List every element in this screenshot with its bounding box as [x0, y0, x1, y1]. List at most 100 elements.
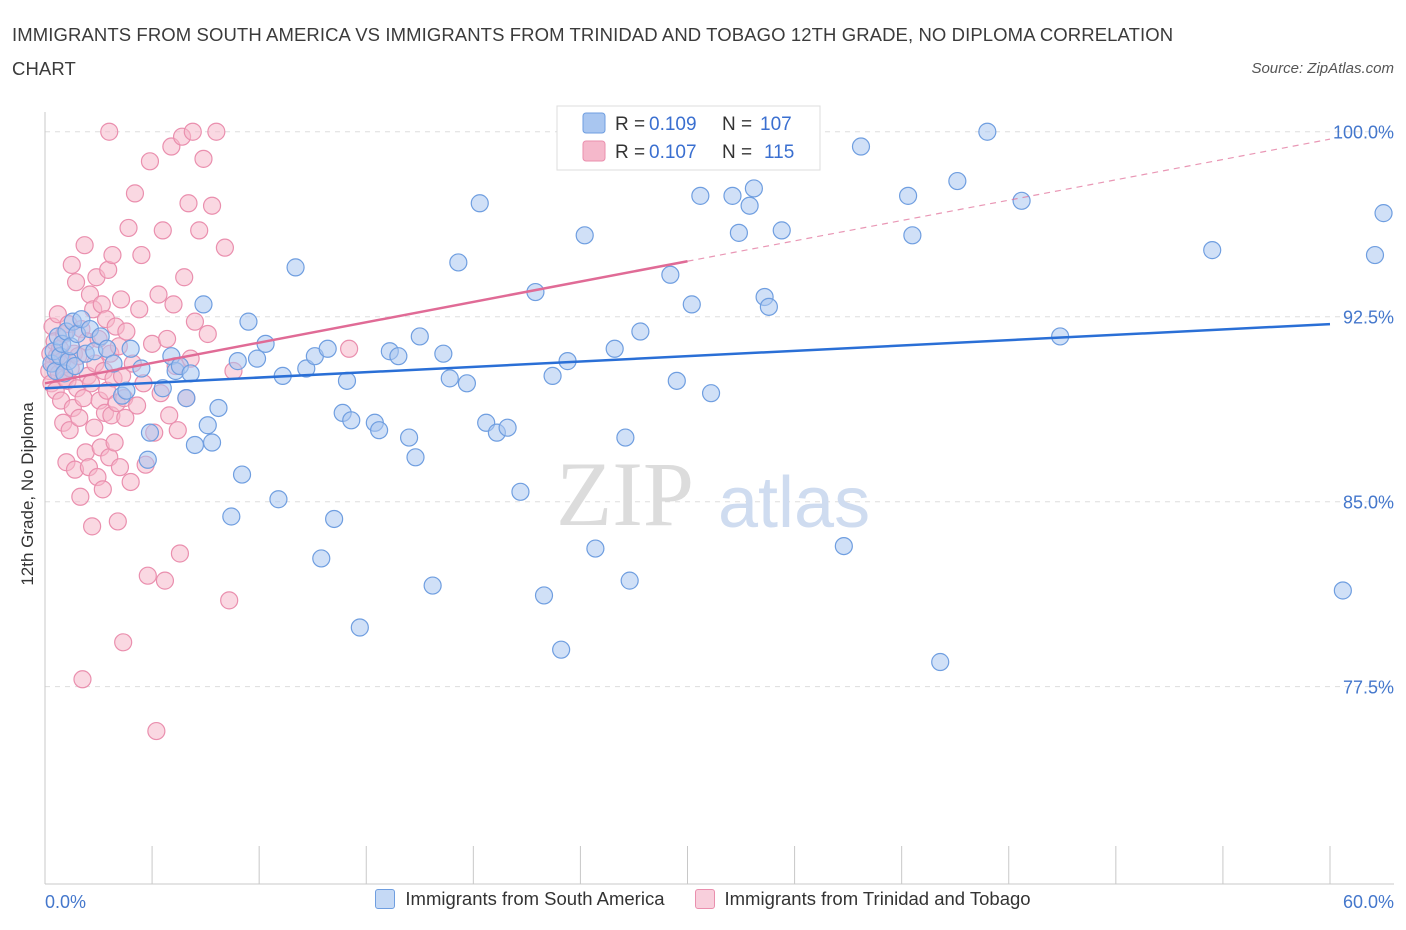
legend-item-trinidad-tobago[interactable]: Immigrants from Trinidad and Tobago [694, 888, 1031, 910]
point-south-america [389, 347, 408, 366]
point-trinidad-tobago [340, 339, 359, 358]
point-trinidad-tobago [220, 591, 239, 610]
point-south-america [198, 416, 217, 435]
point-south-america [325, 509, 344, 529]
point-trinidad-tobago [147, 721, 166, 741]
point-south-america [616, 428, 635, 447]
legend-swatch-south-america [375, 889, 396, 909]
legend-label-south-america: Immigrants from South America [405, 888, 665, 909]
point-trinidad-tobago [160, 406, 179, 425]
point-trinidad-tobago [75, 236, 94, 255]
point-south-america [440, 369, 459, 388]
point-south-america [1374, 204, 1393, 223]
point-south-america [1365, 245, 1385, 265]
point-trinidad-tobago [117, 322, 136, 341]
point-south-america [631, 322, 650, 341]
trend-line-dashed-pink [687, 138, 1331, 262]
point-south-america [851, 137, 871, 156]
point-trinidad-tobago [73, 670, 92, 689]
point-south-america [350, 618, 369, 637]
legend-n-value-1: 107 [760, 114, 792, 135]
point-south-america [978, 122, 997, 141]
point-trinidad-tobago [170, 544, 190, 563]
point-south-america [256, 334, 275, 353]
point-trinidad-tobago [71, 487, 90, 506]
point-south-america [406, 448, 425, 467]
legend-r-value-2: 0.107 [649, 142, 697, 163]
point-south-america [434, 344, 453, 363]
point-south-america [104, 354, 123, 373]
point-trinidad-tobago [130, 300, 149, 319]
point-trinidad-tobago [198, 324, 217, 344]
point-trinidad-tobago [215, 238, 234, 257]
point-trinidad-tobago [93, 480, 112, 499]
point-south-america [117, 381, 136, 400]
point-south-america [181, 364, 200, 383]
point-trinidad-tobago [168, 421, 187, 440]
point-trinidad-tobago [183, 122, 202, 141]
point-south-america [667, 371, 686, 390]
point-south-america [232, 465, 252, 484]
legend-n-label-2: N = [722, 142, 752, 163]
x-ticks [151, 846, 1331, 884]
point-trinidad-tobago [119, 218, 138, 238]
point-south-america [399, 428, 419, 447]
legend-item-south-america[interactable]: Immigrants from South America [375, 888, 665, 910]
watermark-atlas: atlas [718, 463, 870, 543]
point-trinidad-tobago [194, 149, 213, 168]
point-south-america [470, 194, 489, 213]
point-south-america [202, 433, 222, 452]
point-south-america [457, 374, 477, 393]
trend-line-blue [44, 322, 1331, 390]
stats-legend: R = 0.109 N = 107 R = 0.107 N = 115 [556, 105, 821, 171]
point-south-america [948, 171, 967, 191]
point-south-america [834, 536, 853, 556]
point-south-america [297, 359, 316, 378]
point-trinidad-tobago [111, 290, 131, 309]
point-south-america [498, 418, 517, 437]
point-trinidad-tobago [132, 245, 151, 265]
point-south-america [239, 312, 258, 331]
point-south-america [209, 398, 228, 418]
point-trinidad-tobago [138, 566, 157, 585]
point-trinidad-tobago [127, 396, 147, 415]
point-trinidad-tobago [185, 312, 205, 331]
blue-series-points [42, 122, 1393, 672]
point-south-america [772, 221, 791, 240]
point-trinidad-tobago [153, 221, 172, 240]
point-south-america [194, 295, 213, 314]
legend-r-value-1: 0.109 [649, 114, 697, 135]
point-south-america [701, 384, 721, 403]
point-south-america [140, 423, 160, 442]
point-south-america [410, 327, 429, 346]
legend-label-trinidad-tobago: Immigrants from Trinidad and Tobago [724, 888, 1031, 909]
point-trinidad-tobago [155, 571, 175, 590]
point-south-america [228, 352, 247, 371]
point-south-america [511, 482, 530, 501]
legend-r-label-2: R = [615, 142, 645, 163]
legend-n-label-1: N = [722, 114, 752, 135]
chart-title: IMMIGRANTS FROM SOUTH AMERICA VS IMMIGRA… [12, 24, 1174, 79]
point-south-america [312, 549, 331, 568]
point-south-america [318, 339, 337, 358]
point-south-america [121, 339, 140, 358]
x-tick-label-min: 0.0% [45, 892, 86, 912]
point-south-america [605, 339, 624, 358]
point-trinidad-tobago [85, 418, 104, 437]
point-south-america [132, 359, 151, 378]
point-trinidad-tobago [66, 273, 86, 292]
point-south-america [744, 179, 763, 198]
point-south-america [931, 652, 950, 672]
point-trinidad-tobago [100, 122, 119, 141]
point-trinidad-tobago [121, 472, 140, 492]
point-south-america [691, 186, 710, 205]
legend-r-label-1: R = [615, 114, 645, 135]
point-south-america [552, 640, 571, 659]
point-south-america [337, 371, 357, 390]
point-south-america [1203, 241, 1222, 260]
point-south-america [723, 186, 742, 205]
point-south-america [682, 295, 701, 314]
source-label: Source: ZipAtlas.com [1251, 60, 1394, 77]
axes [44, 112, 1394, 885]
